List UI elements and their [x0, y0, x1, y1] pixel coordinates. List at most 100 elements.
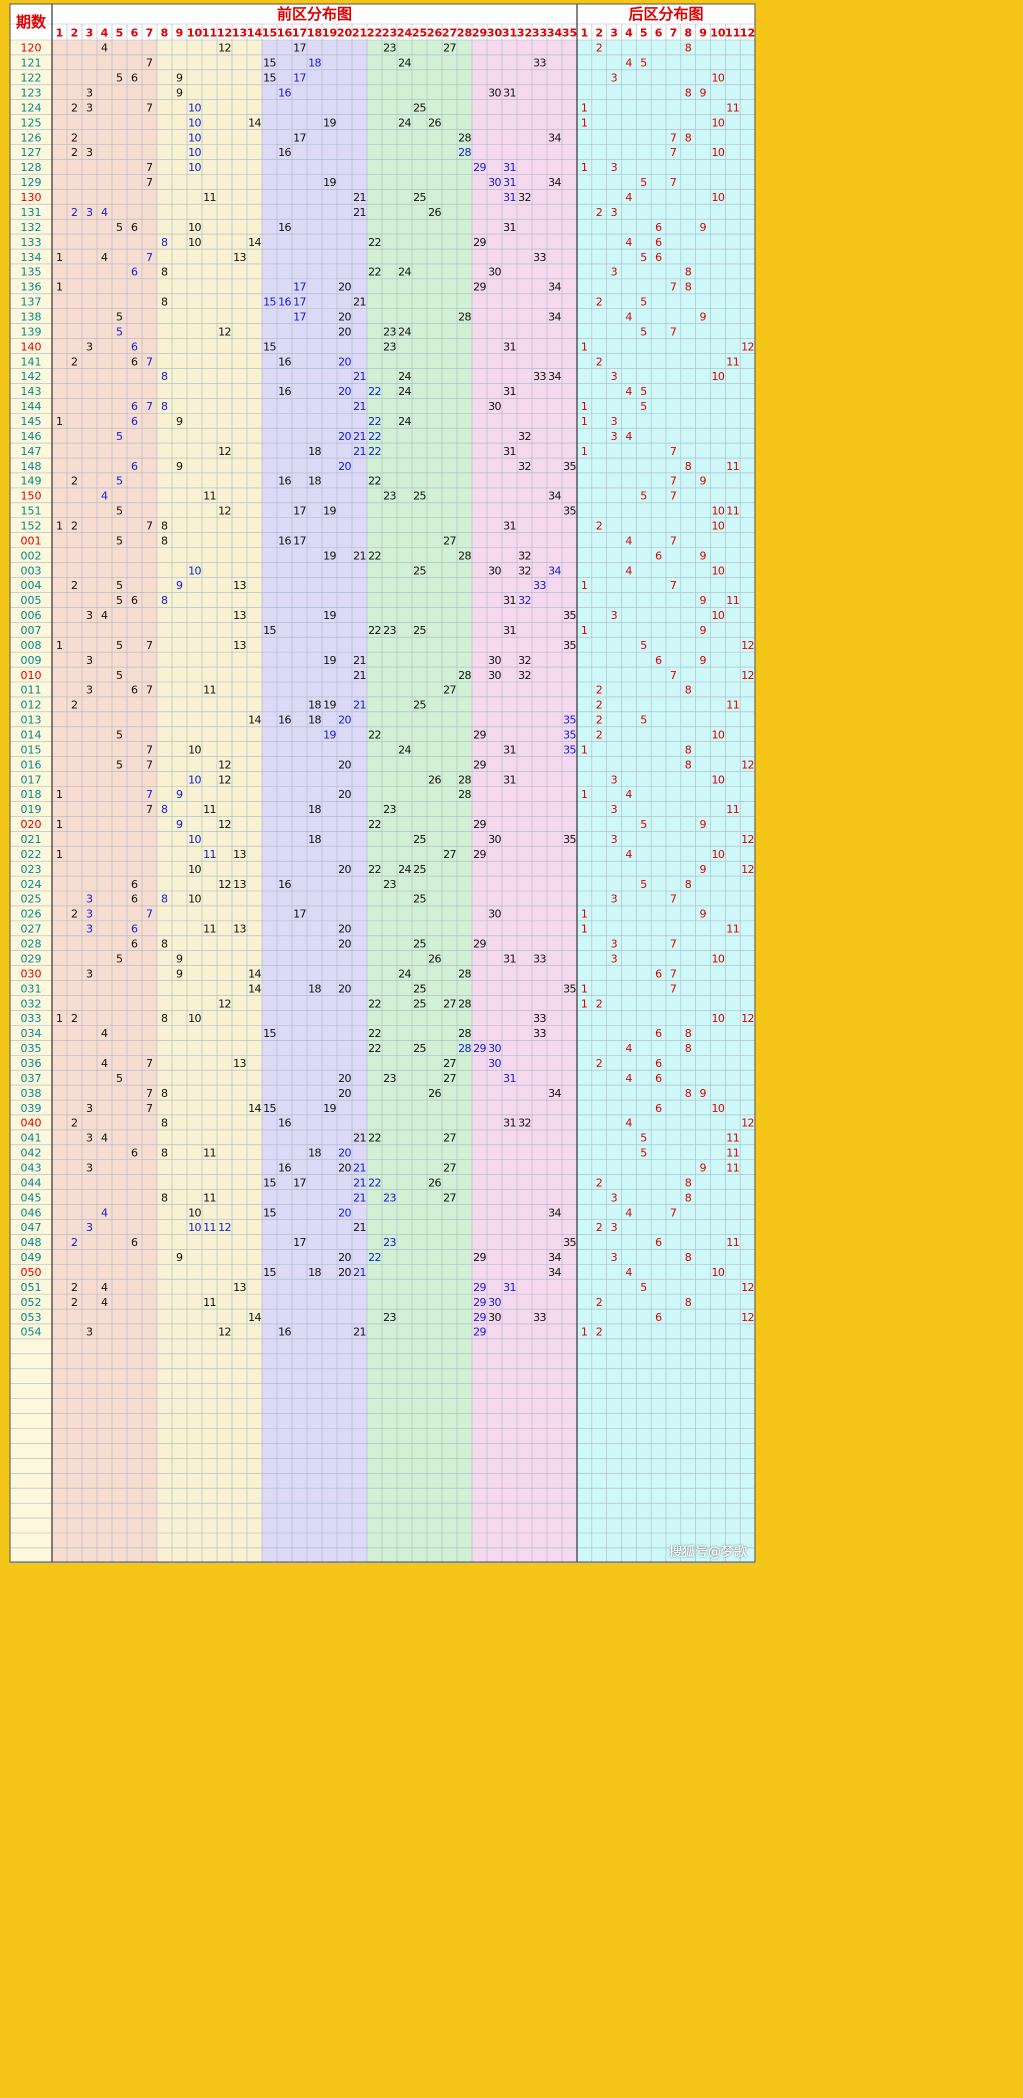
front-number: 29: [473, 1296, 486, 1309]
front-number: 18: [308, 833, 321, 846]
front-col-18: 18: [307, 27, 322, 40]
front-number: 33: [533, 251, 546, 264]
front-number: 1: [56, 281, 63, 294]
front-number: 7: [146, 1087, 153, 1100]
period-label: 004: [21, 579, 42, 592]
front-number: 32: [518, 564, 531, 577]
back-number: 5: [640, 818, 647, 831]
back-number: 7: [670, 325, 677, 338]
front-number: 30: [488, 1296, 501, 1309]
front-number: 8: [161, 519, 168, 532]
back-number: 3: [611, 833, 618, 846]
front-number: 4: [101, 490, 108, 503]
back-number: 1: [581, 1326, 588, 1339]
front-number: 6: [131, 893, 138, 906]
period-label: 015: [21, 743, 42, 756]
front-number: 5: [116, 729, 123, 742]
front-number: 8: [161, 1147, 168, 1160]
back-number: 3: [611, 430, 618, 443]
front-number: 12: [218, 818, 231, 831]
front-number: 3: [86, 654, 93, 667]
front-number: 11: [203, 848, 216, 861]
back-number: 12: [741, 1281, 754, 1294]
period-label: 144: [21, 400, 42, 413]
back-number: 4: [625, 57, 632, 70]
front-number: 10: [188, 773, 201, 786]
front-number: 34: [548, 310, 561, 323]
front-col-29: 29: [472, 27, 487, 40]
front-col-12: 12: [217, 27, 232, 40]
front-zone-4-bg: [367, 4, 472, 1562]
front-number: 25: [413, 938, 426, 951]
front-number: 15: [263, 1206, 276, 1219]
back-number: 5: [640, 296, 647, 309]
front-number: 20: [338, 923, 351, 936]
front-number: 8: [161, 1087, 168, 1100]
back-col-4: 4: [625, 27, 633, 40]
back-number: 7: [670, 1206, 677, 1219]
back-number: 5: [640, 251, 647, 264]
front-number: 27: [443, 1072, 456, 1085]
front-col-14: 14: [247, 27, 263, 40]
front-number: 14: [248, 116, 261, 129]
front-number: 10: [188, 863, 201, 876]
front-number: 12: [218, 758, 231, 771]
front-number: 13: [233, 1057, 246, 1070]
front-number: 25: [413, 699, 426, 712]
front-zone-5-bg: [472, 4, 577, 1562]
back-number: 8: [685, 758, 692, 771]
front-number: 4: [101, 1296, 108, 1309]
back-col-12: 12: [740, 27, 755, 40]
front-number: 16: [278, 1117, 291, 1130]
back-number: 8: [685, 878, 692, 891]
back-number: 10: [711, 1102, 724, 1115]
front-number: 17: [293, 1176, 306, 1189]
back-number: 9: [700, 310, 707, 323]
period-label: 054: [21, 1326, 42, 1339]
period-label: 025: [21, 893, 42, 906]
period-label: 042: [21, 1147, 42, 1160]
front-number: 8: [161, 1191, 168, 1204]
period-label: 011: [21, 684, 42, 697]
front-col-21: 21: [352, 27, 367, 40]
front-number: 31: [503, 773, 516, 786]
period-label: 045: [21, 1191, 42, 1204]
back-number: 12: [741, 863, 754, 876]
front-col-9: 9: [176, 27, 184, 40]
period-label: 003: [21, 564, 42, 577]
front-number: 21: [353, 1221, 366, 1234]
front-number: 20: [338, 714, 351, 727]
front-number: 4: [101, 1281, 108, 1294]
back-number: 2: [596, 355, 603, 368]
front-number: 7: [146, 1102, 153, 1115]
back-number: 11: [726, 1236, 739, 1249]
front-number: 17: [293, 908, 306, 921]
back-number: 3: [611, 893, 618, 906]
front-number: 22: [368, 415, 381, 428]
back-number: 3: [611, 161, 618, 174]
period-label: 134: [21, 251, 42, 264]
front-number: 21: [353, 1191, 366, 1204]
front-number: 29: [473, 1311, 486, 1324]
front-number: 1: [56, 818, 63, 831]
front-number: 30: [488, 87, 501, 100]
front-number: 20: [338, 938, 351, 951]
front-col-25: 25: [412, 27, 427, 40]
back-number: 8: [685, 266, 692, 279]
front-number: 13: [233, 609, 246, 622]
back-number: 7: [670, 669, 677, 682]
front-number: 22: [368, 549, 381, 562]
front-number: 21: [353, 654, 366, 667]
front-number: 16: [278, 475, 291, 488]
front-number: 3: [86, 206, 93, 219]
front-number: 11: [203, 490, 216, 503]
front-number: 7: [146, 57, 153, 70]
period-label: 018: [21, 788, 42, 801]
back-number: 11: [726, 699, 739, 712]
chart-frame: 期数 前区分布图 后区分布图 1 2 3 4 5 6 7 8 9 10 11 12 13 14 15 16 17 18 1…: [9, 3, 756, 1564]
front-number: 2: [71, 579, 78, 592]
back-number: 1: [581, 415, 588, 428]
front-number: 16: [278, 1161, 291, 1174]
front-number: 20: [338, 788, 351, 801]
